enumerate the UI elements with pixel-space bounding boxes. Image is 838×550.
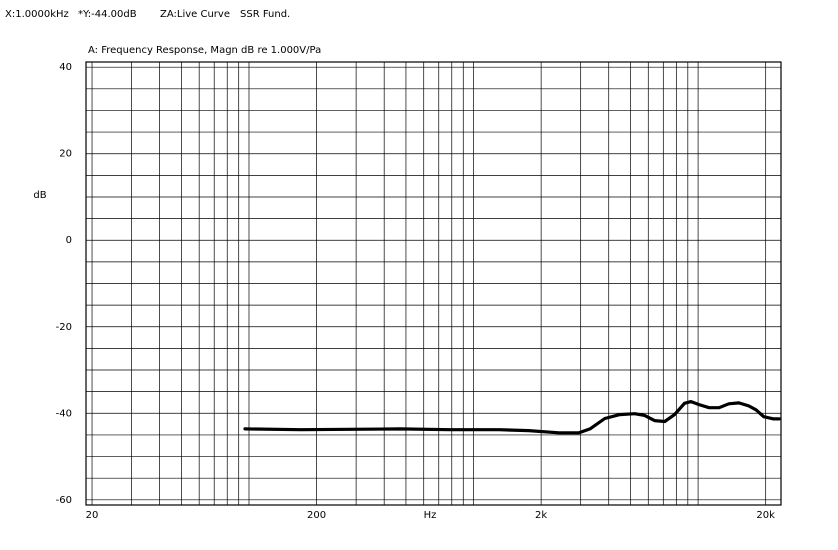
y-tick-label: 0 xyxy=(66,235,72,246)
y-tick-label: 20 xyxy=(59,149,72,160)
chart-title: A: Frequency Response, Magn dB re 1.000V… xyxy=(88,45,321,56)
header-item: ZA:Live Curve xyxy=(160,9,230,20)
x-tick-label: 20k xyxy=(756,510,775,521)
y-tick-label: -60 xyxy=(56,495,72,506)
x-axis-label: Hz xyxy=(424,510,437,521)
y-tick-label: -40 xyxy=(56,408,72,419)
x-tick-label: 200 xyxy=(307,510,326,521)
x-tick-label: 20 xyxy=(86,510,99,521)
y-tick-label: 40 xyxy=(59,62,72,73)
y-axis-label: dB xyxy=(33,190,46,201)
header-item: *Y:-44.00dB xyxy=(78,9,137,20)
data-line xyxy=(243,400,781,435)
header-item: SSR Fund. xyxy=(240,9,290,20)
y-tick-label: -20 xyxy=(56,322,72,333)
header-item: X:1.0000kHz xyxy=(5,9,69,20)
x-tick-label: 2k xyxy=(535,510,547,521)
